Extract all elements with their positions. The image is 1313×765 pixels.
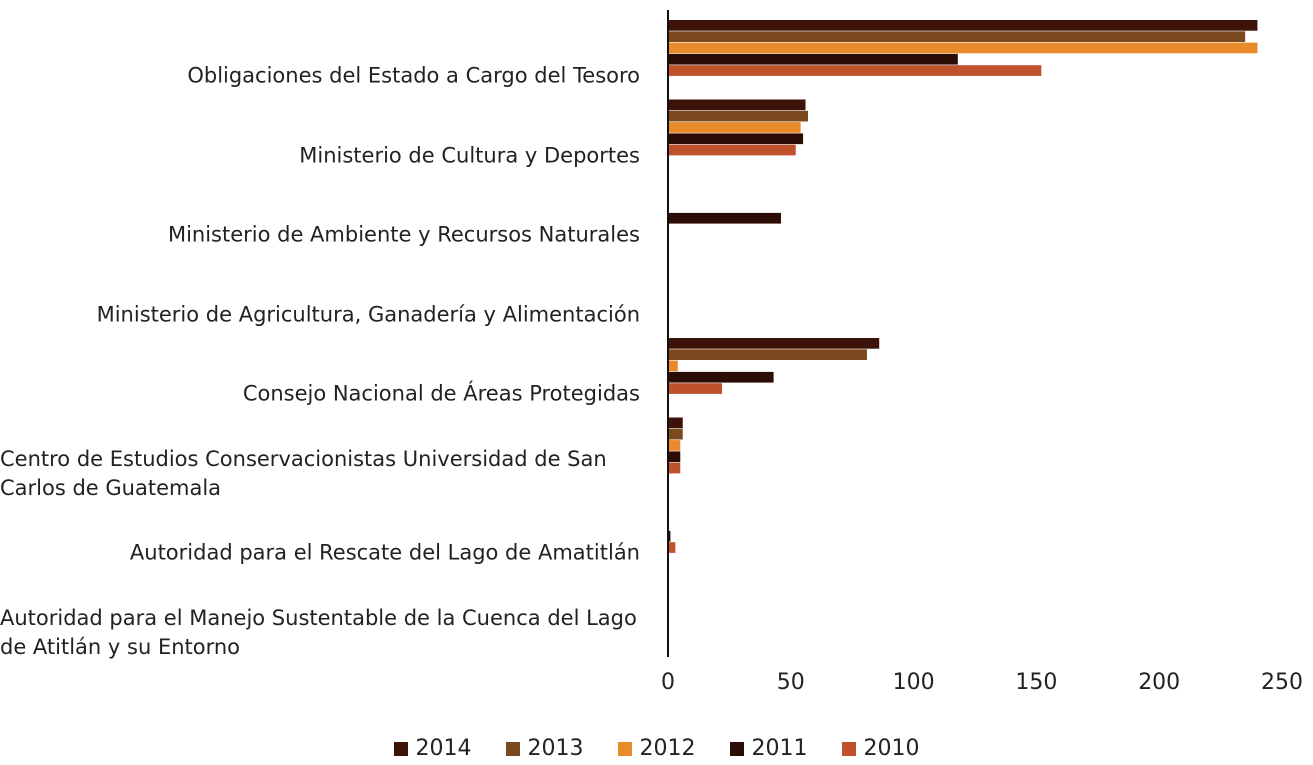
x-tick-label: 250 [1261, 670, 1303, 695]
bar [668, 110, 808, 122]
bar [668, 428, 683, 440]
legend-swatch [617, 741, 632, 756]
legend-swatch [393, 741, 408, 756]
y-tick-label: Centro de Estudios Conservacionistas Uni… [0, 446, 607, 500]
x-tick-label: 50 [776, 670, 805, 695]
bar [668, 65, 1042, 76]
legend-item: 2012 [617, 736, 696, 761]
y-tick-label: Autoridad para el Manejo Sustentable de … [0, 605, 637, 659]
y-tick-label: Obligaciones del Estado a Cargo del Teso… [187, 63, 640, 88]
y-tick-label: Ministerio de Agricultura, Ganadería y A… [96, 302, 640, 326]
bar [668, 417, 683, 429]
bar [668, 31, 1246, 42]
bar [668, 133, 804, 145]
bar [668, 212, 781, 224]
bar [668, 20, 1258, 31]
bar [668, 530, 671, 542]
y-tick-label: Consejo Nacional de Áreas Protegidas [242, 381, 640, 406]
legend: 2014 2013 2012 2011 2010 [0, 736, 1313, 761]
y-tick-label: Autoridad para el Rescate del Lago de Am… [129, 540, 640, 565]
x-tick-label: 150 [1015, 670, 1058, 695]
bar [668, 122, 801, 133]
legend-item: 2010 [841, 736, 920, 761]
y-tick-label: Ministerio de Ambiente y Recursos Natura… [167, 222, 640, 247]
bar [668, 53, 958, 65]
legend-swatch [505, 741, 520, 756]
bar [668, 462, 681, 474]
legend-label: 2010 [863, 736, 920, 761]
bar [668, 451, 681, 463]
legend-label: 2013 [527, 736, 584, 761]
bar [668, 440, 681, 451]
x-tick-label: 200 [1138, 670, 1181, 695]
bar [668, 542, 676, 553]
legend-item: 2013 [505, 736, 584, 761]
legend-swatch [841, 741, 856, 756]
x-tick-label: 0 [661, 670, 675, 695]
bar [668, 144, 796, 156]
legend-label: 2012 [639, 736, 696, 761]
bar [668, 42, 1258, 54]
bar [668, 383, 723, 394]
legend-label: 2011 [751, 736, 808, 761]
bar [668, 371, 774, 383]
legend-item: 2014 [393, 736, 472, 761]
y-tick-label: Ministerio de Cultura y Deportes [299, 143, 640, 167]
bar [668, 360, 678, 372]
legend-label: 2014 [415, 736, 472, 761]
legend-swatch [729, 741, 744, 756]
x-tick-label: 100 [892, 670, 935, 695]
bar [668, 99, 806, 111]
bar [668, 349, 867, 360]
bar [668, 338, 880, 349]
legend-item: 2011 [729, 736, 808, 761]
